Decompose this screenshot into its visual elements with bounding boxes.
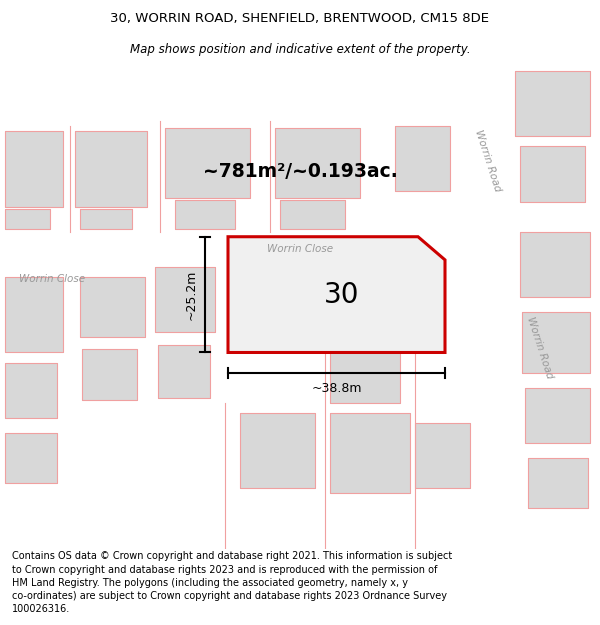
Text: ~25.2m: ~25.2m [185, 269, 197, 320]
Bar [275, 128, 360, 199]
Polygon shape [228, 237, 445, 352]
Bar [330, 413, 410, 493]
Polygon shape [0, 232, 462, 262]
Bar [330, 342, 400, 402]
Bar [155, 267, 215, 332]
Bar [5, 277, 63, 352]
Text: Worrin Road: Worrin Road [473, 129, 503, 194]
Bar [5, 277, 63, 352]
Bar [520, 232, 590, 297]
Bar [158, 346, 210, 398]
Text: Worrin Close: Worrin Close [19, 274, 85, 284]
Bar [80, 209, 132, 229]
Bar [522, 312, 590, 372]
Bar [75, 131, 147, 206]
Polygon shape [0, 468, 220, 549]
Bar [525, 388, 590, 443]
Bar [415, 423, 470, 488]
Bar [5, 209, 50, 229]
Bar [5, 131, 63, 206]
Bar [395, 126, 450, 191]
Bar [395, 126, 450, 191]
Bar [155, 267, 215, 332]
Bar [275, 128, 360, 199]
Bar [415, 423, 470, 488]
Bar [330, 342, 400, 402]
Bar [80, 209, 132, 229]
Bar [5, 362, 57, 418]
Bar [280, 201, 345, 229]
Text: Map shows position and indicative extent of the property.: Map shows position and indicative extent… [130, 44, 470, 56]
Bar [515, 71, 590, 136]
Text: Contains OS data © Crown copyright and database right 2021. This information is : Contains OS data © Crown copyright and d… [12, 551, 452, 614]
Bar [240, 413, 315, 488]
Bar [520, 146, 585, 201]
Bar [525, 388, 590, 443]
Bar [515, 71, 590, 136]
Bar [520, 146, 585, 201]
Polygon shape [0, 262, 100, 292]
Bar [158, 346, 210, 398]
Bar [5, 131, 63, 206]
Bar [240, 413, 315, 488]
Bar [528, 458, 588, 509]
Bar [528, 458, 588, 509]
Bar [82, 349, 137, 400]
Polygon shape [458, 66, 565, 549]
Text: 30, WORRIN ROAD, SHENFIELD, BRENTWOOD, CM15 8DE: 30, WORRIN ROAD, SHENFIELD, BRENTWOOD, C… [110, 12, 490, 25]
Bar [165, 128, 250, 199]
Bar [175, 201, 235, 229]
Text: ~781m²/~0.193ac.: ~781m²/~0.193ac. [203, 162, 397, 181]
Bar [80, 277, 145, 338]
Bar [82, 349, 137, 400]
Bar [5, 433, 57, 483]
Bar [5, 209, 50, 229]
Bar [75, 131, 147, 206]
Bar [5, 362, 57, 418]
Bar [175, 201, 235, 229]
Bar [522, 312, 590, 372]
Text: Worrin Close: Worrin Close [267, 244, 333, 254]
Text: Worrin Road: Worrin Road [525, 315, 555, 379]
Bar [5, 433, 57, 483]
Text: 30: 30 [324, 281, 359, 309]
Bar [330, 413, 410, 493]
Bar [80, 277, 145, 338]
Bar [165, 128, 250, 199]
Text: ~38.8m: ~38.8m [311, 382, 362, 395]
Bar [520, 232, 590, 297]
Bar [280, 201, 345, 229]
